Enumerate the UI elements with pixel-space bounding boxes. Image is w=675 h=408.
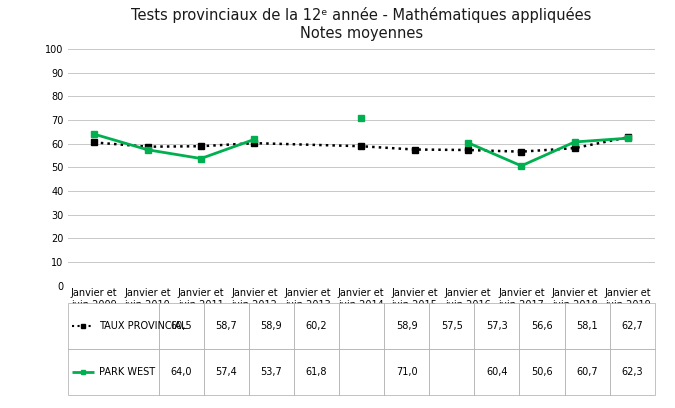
Text: 60,4: 60,4 xyxy=(486,367,508,377)
Bar xyxy=(520,349,564,395)
Bar xyxy=(564,349,610,395)
Text: 58,9: 58,9 xyxy=(396,321,417,331)
Bar xyxy=(610,349,655,395)
Bar xyxy=(204,349,249,395)
Text: 57,5: 57,5 xyxy=(441,321,462,331)
Bar xyxy=(249,349,294,395)
Text: 58,7: 58,7 xyxy=(215,321,237,331)
Bar xyxy=(294,349,339,395)
Bar xyxy=(68,303,159,349)
Bar xyxy=(204,303,249,349)
Bar xyxy=(429,303,475,349)
Text: 62,3: 62,3 xyxy=(622,367,643,377)
Bar xyxy=(610,303,655,349)
Bar xyxy=(384,303,429,349)
Text: 60,2: 60,2 xyxy=(306,321,327,331)
Text: 58,9: 58,9 xyxy=(261,321,282,331)
Text: 61,8: 61,8 xyxy=(306,367,327,377)
Bar xyxy=(159,303,204,349)
Bar xyxy=(294,303,339,349)
Text: 58,1: 58,1 xyxy=(576,321,598,331)
Text: 57,3: 57,3 xyxy=(486,321,508,331)
Text: 60,7: 60,7 xyxy=(576,367,598,377)
Text: 64,0: 64,0 xyxy=(170,367,192,377)
Bar xyxy=(384,349,429,395)
Bar xyxy=(339,303,384,349)
Bar xyxy=(475,303,520,349)
Bar xyxy=(159,349,204,395)
Text: 60,5: 60,5 xyxy=(170,321,192,331)
Text: 53,7: 53,7 xyxy=(261,367,282,377)
Text: TAUX PROVINCIAL: TAUX PROVINCIAL xyxy=(99,321,186,331)
Bar xyxy=(249,303,294,349)
Bar xyxy=(475,349,520,395)
Text: 56,6: 56,6 xyxy=(531,321,553,331)
Text: 50,6: 50,6 xyxy=(531,367,553,377)
Bar xyxy=(429,349,475,395)
Title: Tests provinciaux de la 12ᵉ année - Mathématiques appliquées
Notes moyennes: Tests provinciaux de la 12ᵉ année - Math… xyxy=(131,7,591,41)
Text: 71,0: 71,0 xyxy=(396,367,417,377)
Text: 57,4: 57,4 xyxy=(215,367,237,377)
Bar xyxy=(339,349,384,395)
Bar xyxy=(520,303,564,349)
Text: 62,7: 62,7 xyxy=(621,321,643,331)
Text: PARK WEST: PARK WEST xyxy=(99,367,155,377)
Bar xyxy=(68,349,159,395)
Bar xyxy=(564,303,610,349)
